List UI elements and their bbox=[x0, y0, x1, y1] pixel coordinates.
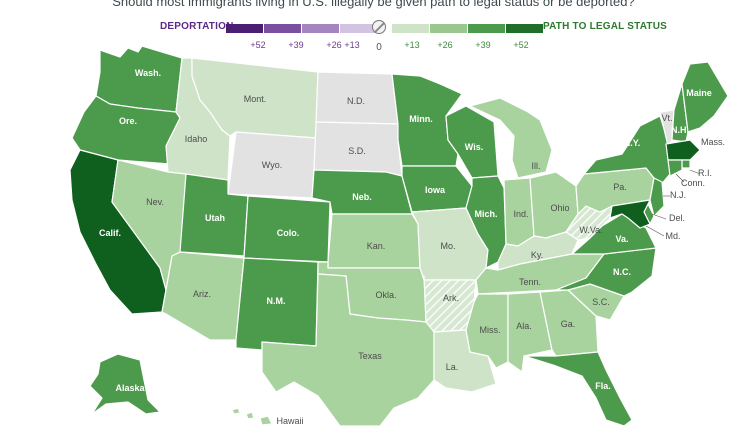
state-label-calif: Calif. bbox=[99, 228, 121, 238]
map-question: Should most immigrants living in U.S. il… bbox=[112, 0, 635, 9]
legend-tick: +52 bbox=[250, 40, 266, 50]
legend-swatch-green-13 bbox=[392, 24, 429, 33]
state-label-neb: Neb. bbox=[352, 192, 372, 202]
state-label-mass: Mass. bbox=[701, 137, 725, 147]
state-nc[interactable] bbox=[555, 247, 657, 297]
legend-zero-icon bbox=[372, 20, 386, 34]
legend-tick: +39 bbox=[288, 40, 304, 50]
state-label-ga: Ga. bbox=[561, 319, 576, 329]
legend-swatch-purple-52 bbox=[226, 24, 263, 33]
state-label-vt: Vt. bbox=[661, 113, 672, 123]
state-label-idaho: Idaho bbox=[185, 134, 208, 144]
state-label-ind: Ind. bbox=[513, 209, 528, 219]
legend-tick: +13 bbox=[344, 40, 360, 50]
legend-tick: +39 bbox=[475, 40, 491, 50]
state-md[interactable] bbox=[609, 199, 651, 229]
state-label-sc: S.C. bbox=[592, 297, 610, 307]
state-label-ark: Ark. bbox=[443, 293, 459, 303]
state-label-kan: Kan. bbox=[367, 241, 386, 251]
state-label-fla: Fla. bbox=[595, 381, 611, 391]
state-label-mo: Mo. bbox=[440, 241, 455, 251]
state-hawaii[interactable] bbox=[231, 407, 273, 426]
state-maine[interactable] bbox=[681, 61, 729, 133]
state-label-nd: N.D. bbox=[347, 96, 365, 106]
state-conn[interactable] bbox=[667, 159, 683, 177]
state-label-hawaii: Hawaii bbox=[276, 416, 303, 426]
state-label-wash: Wash. bbox=[135, 68, 161, 78]
state-ri[interactable] bbox=[681, 159, 691, 169]
legend-deportation-label: DEPORTATION bbox=[160, 21, 234, 32]
state-label-mont: Mont. bbox=[244, 94, 267, 104]
state-label-alaska: Alaska bbox=[115, 383, 145, 393]
state-label-ore: Ore. bbox=[119, 116, 137, 126]
state-label-iowa: Iowa bbox=[425, 185, 446, 195]
state-label-tenn: Tenn. bbox=[519, 277, 541, 287]
legend-swatch-purple-39 bbox=[264, 24, 301, 33]
legend-path-label: PATH TO LEGAL STATUS bbox=[543, 21, 667, 32]
state-nj[interactable] bbox=[649, 177, 665, 217]
legend-swatch-green-52 bbox=[506, 24, 543, 33]
legend-tick: +26 bbox=[437, 40, 453, 50]
state-label-ri: R.I. bbox=[698, 168, 712, 178]
state-wash[interactable] bbox=[95, 45, 183, 113]
state-label-nc: N.C. bbox=[613, 267, 631, 277]
legend-swatch-purple-13 bbox=[340, 24, 377, 33]
state-label-utah: Utah bbox=[205, 213, 225, 223]
state-label-ky: Ky. bbox=[531, 250, 543, 260]
state-label-conn: Conn. bbox=[681, 178, 705, 188]
state-label-wyo: Wyo. bbox=[262, 160, 282, 170]
state-nh[interactable] bbox=[671, 83, 689, 143]
state-label-sd: S.D. bbox=[348, 146, 366, 156]
legend-swatch-green-26 bbox=[430, 24, 467, 33]
legend-tick: +52 bbox=[513, 40, 529, 50]
state-label-la: La. bbox=[446, 362, 459, 372]
state-label-miss: Miss. bbox=[480, 325, 501, 335]
state-label-nj: N.J. bbox=[670, 190, 686, 200]
state-label-pa: Pa. bbox=[613, 182, 627, 192]
state-label-nev: Nev. bbox=[146, 197, 164, 207]
state-label-okla: Okla. bbox=[375, 290, 396, 300]
legend-swatch-green-39 bbox=[468, 24, 505, 33]
state-label-ill: Mich. bbox=[474, 209, 497, 219]
state-label-md: Md. bbox=[665, 231, 680, 241]
state-label-ala: Ala. bbox=[516, 321, 532, 331]
legend-swatch-purple-26 bbox=[302, 24, 339, 33]
state-label-wis: Wis. bbox=[465, 142, 483, 152]
state-label-va: Va. bbox=[615, 234, 628, 244]
legend-tick: +13 bbox=[404, 40, 420, 50]
state-mich[interactable] bbox=[469, 97, 553, 179]
state-label-ny: N.Y. bbox=[624, 138, 641, 148]
state-label-ariz: Ariz. bbox=[193, 289, 211, 299]
state-label-texas: Texas bbox=[358, 351, 382, 361]
state-mass[interactable] bbox=[665, 139, 701, 161]
legend-tick-zero: 0 bbox=[376, 42, 382, 53]
state-alaska[interactable] bbox=[89, 353, 161, 415]
state-label-nh: N.H. bbox=[671, 125, 689, 135]
state-texas[interactable] bbox=[261, 273, 435, 426]
state-fla[interactable] bbox=[523, 351, 633, 426]
state-label-del: Del. bbox=[669, 213, 685, 223]
state-label-maine: Maine bbox=[686, 88, 712, 98]
legend-tick: +26 bbox=[326, 40, 342, 50]
state-label-mich: Ill. bbox=[532, 161, 541, 171]
state-label-nm: N.M. bbox=[267, 296, 286, 306]
state-label-wva: W.Va. bbox=[579, 225, 602, 235]
state-label-ohio: Ohio bbox=[550, 203, 569, 213]
state-label-minn: Minn. bbox=[409, 114, 433, 124]
state-label-colo: Colo. bbox=[277, 228, 300, 238]
